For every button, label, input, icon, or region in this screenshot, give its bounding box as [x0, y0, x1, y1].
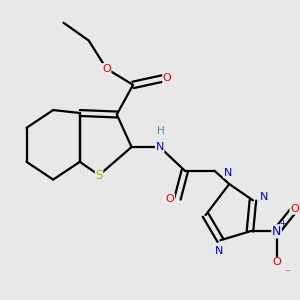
Text: +: + — [280, 219, 286, 228]
Text: N: N — [272, 225, 281, 238]
Text: N: N — [224, 168, 232, 178]
Text: S: S — [95, 169, 103, 182]
Text: O: O — [163, 73, 172, 82]
Text: N: N — [155, 142, 164, 152]
Text: H: H — [157, 126, 165, 136]
Text: O: O — [272, 257, 281, 267]
Text: O: O — [290, 204, 299, 214]
Text: N: N — [215, 247, 223, 256]
Text: N: N — [260, 192, 268, 202]
Text: O: O — [166, 194, 174, 204]
Text: ⁻: ⁻ — [284, 268, 290, 278]
Text: O: O — [102, 64, 111, 74]
